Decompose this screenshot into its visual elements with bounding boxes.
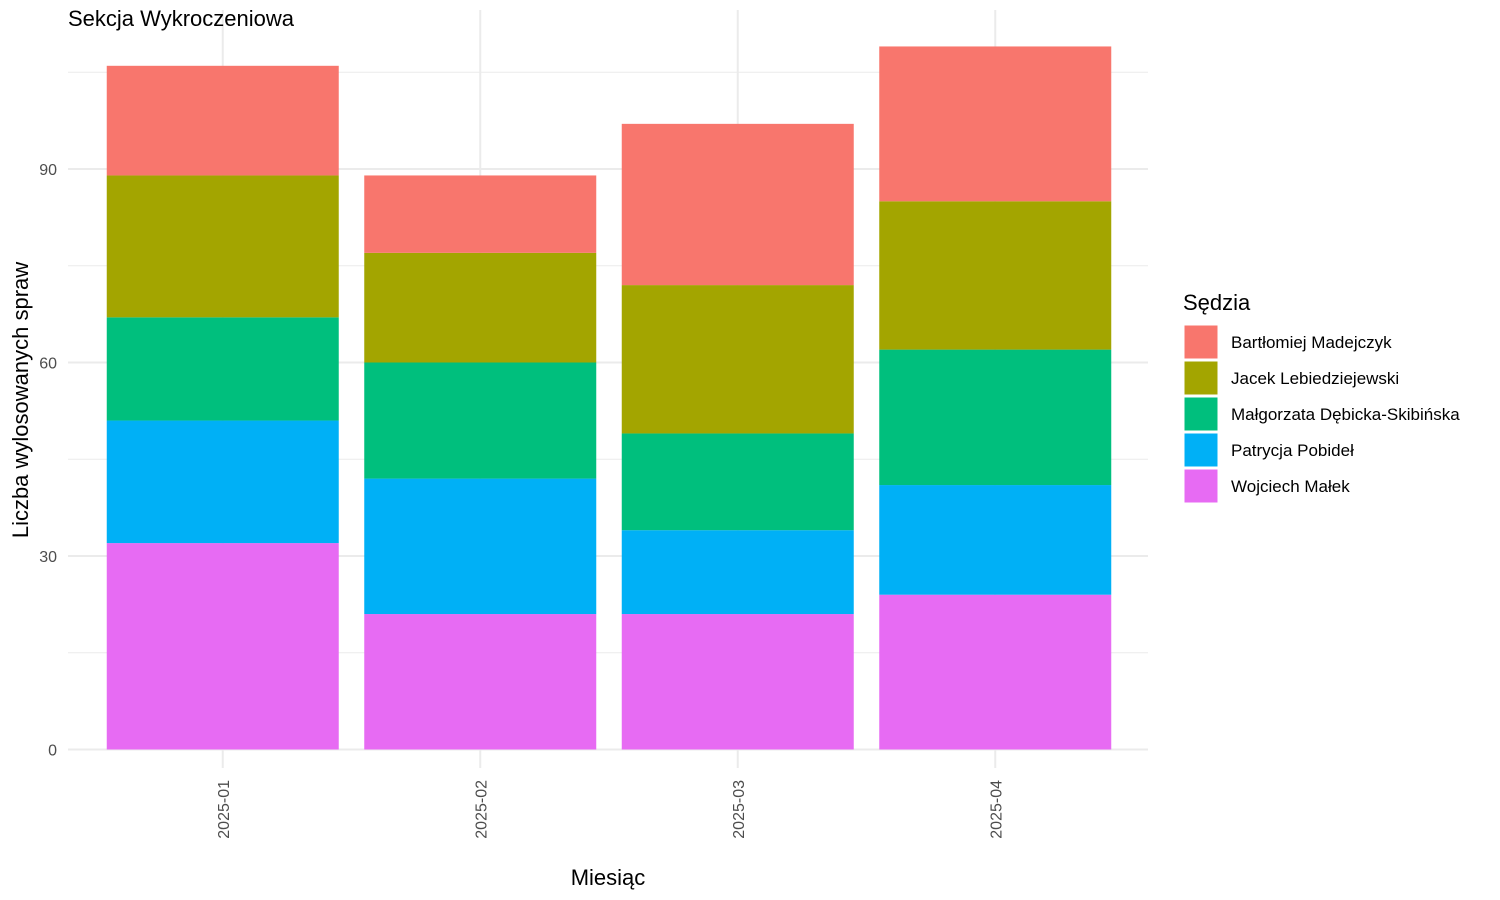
y-tick-label: 60 <box>39 356 57 373</box>
legend-title: Sędzia <box>1183 290 1251 315</box>
legend-key <box>1183 432 1219 468</box>
legend: Sędzia Bartłomiej Madejczyk Jacek Lebiedz… <box>1183 290 1460 504</box>
bar-segment <box>106 65 339 176</box>
y-tick-label: 90 <box>39 162 57 179</box>
bar-segment <box>364 478 597 615</box>
chart-title: Sekcja Wykroczeniowa <box>68 6 295 31</box>
bar-segment <box>364 175 597 253</box>
bar-segment <box>879 201 1112 350</box>
bar-segment <box>106 317 339 421</box>
legend-key <box>1183 324 1219 360</box>
bar-segment <box>621 285 854 434</box>
bar-segment <box>364 252 597 363</box>
bar-segment <box>364 362 597 479</box>
bars <box>106 46 1112 750</box>
bar-segment <box>621 614 854 750</box>
bar-segment <box>879 594 1112 750</box>
bar-segment <box>106 543 339 750</box>
bar-segment <box>364 614 597 750</box>
x-tick-label: 2025-04 <box>988 780 1005 839</box>
y-axis-title: Liczba wylosowanych spraw <box>8 262 33 538</box>
legend-label: Wojciech Małek <box>1231 477 1350 496</box>
bar-segment <box>879 46 1112 202</box>
legend-label: Małgorzata Dębicka-Skibińska <box>1231 405 1460 424</box>
legend-key <box>1183 360 1219 396</box>
bar-segment <box>621 433 854 531</box>
bar-segment <box>879 485 1112 595</box>
legend-key <box>1183 396 1219 432</box>
legend-label: Jacek Lebiedziejewski <box>1231 369 1399 388</box>
y-tick-label: 30 <box>39 549 57 566</box>
x-axis-ticks: 2025-01 2025-02 2025-03 2025-04 <box>216 780 1006 839</box>
y-axis-ticks: 0 30 60 90 <box>39 162 57 760</box>
legend-label: Bartłomiej Madejczyk <box>1231 333 1392 352</box>
bar-segment <box>106 420 339 544</box>
bar-segment <box>621 123 854 286</box>
bar-segment <box>879 349 1112 486</box>
x-tick-label: 2025-02 <box>473 780 490 839</box>
x-tick-label: 2025-03 <box>731 780 748 839</box>
legend-key <box>1183 468 1219 504</box>
y-tick-label: 0 <box>48 743 57 760</box>
x-tick-label: 2025-01 <box>216 780 233 839</box>
x-axis-title: Miesiąc <box>571 865 646 890</box>
legend-label: Patrycja Pobideł <box>1231 441 1354 460</box>
bar-segment <box>621 530 854 615</box>
bar-segment <box>106 175 339 318</box>
